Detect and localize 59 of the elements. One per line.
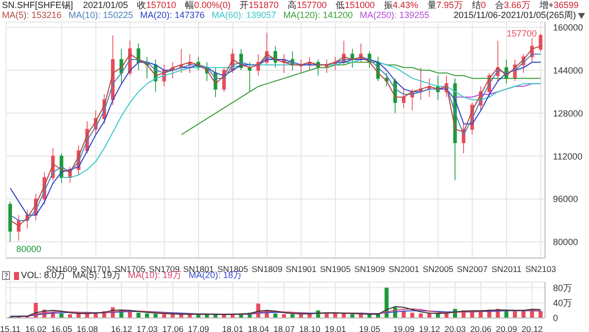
text: 量7.95万 [427,0,463,10]
text: MA(60): 139057 [212,10,276,21]
x-tick-label: 16.05 [50,324,73,332]
text: 高157700 [288,0,327,10]
text: 幅0.00%(0) [185,0,231,10]
text: 增+36599 [539,0,579,10]
y-tick-label: 128000 [553,108,584,118]
x-tick-label: SN2007 [456,264,488,274]
text: MA(20): 147376 [140,10,205,21]
x-tick-label: 19.12 [418,324,440,332]
text: 结0 [472,0,486,10]
y-tick-label: 112000 [553,151,582,162]
x-tick-label: 19.01 [324,324,346,332]
x-tick-label: 18.10 [299,324,321,332]
text: 收157010 [137,0,176,10]
text: MA(10): 150225 [68,10,134,21]
text: 合3.66万 [494,0,530,10]
y-tick-label: 80000 [553,237,578,248]
x-tick-label: 16.08 [76,324,98,332]
x-tick-label: 19.05 [358,324,381,332]
y-tick-label: 80万 [553,282,572,293]
x-tick-label: 16.02 [25,324,47,332]
text: MA(120): 141200 [283,10,353,21]
x-tick-label: SN1809 [252,264,283,274]
y-tick-label: 0 [553,313,558,324]
x-tick-label: 17.06 [162,324,184,332]
x-tick-label: 18.04 [248,324,270,332]
chart-title: SN.SHF[SHFE锡] [2,0,74,10]
x-tick-label: SN2001 [388,264,420,274]
x-tick-label: SN2005 [422,264,454,274]
x-tick-label: 17.03 [136,324,158,332]
text: 开151870 [240,0,279,10]
y-tick-label: 160000 [553,22,584,33]
annotation: 157700 [506,28,537,39]
x-tick-label: 20.09 [496,324,518,332]
x-tick-label: 20.03 [444,324,466,332]
y-tick-label: 144000 [553,65,584,76]
y-tick-label: 96000 [553,194,578,204]
annotation: 80000 [16,244,42,254]
x-tick-label: 15.11 [0,324,21,332]
x-tick-label: 18.07 [273,324,295,332]
x-tick-label: 16.12 [110,324,132,332]
text: 2021/01/05 [83,0,128,10]
x-tick-label: 17.09 [188,324,210,332]
x-tick-label: SN1909 [354,264,386,274]
x-tick-label: 19.09 [393,324,415,332]
x-tick-label: 20.06 [470,324,492,332]
x-tick-label: 20.12 [522,324,544,332]
x-tick-label: SN2103 [525,264,556,274]
x-tick-label: SN2011 [491,264,522,274]
text: 2015/11/06-2021/01/05(265周) [454,10,576,21]
x-tick-label: SN1905 [320,264,352,274]
text: 振4.43% [384,0,418,10]
y-tick-label: 40万 [553,298,572,308]
text: MA(250): 139255 [360,10,430,21]
x-tick-label: 18.01 [222,324,244,332]
text: 低151000 [336,0,375,10]
text: MA(5): 153216 [2,10,62,21]
x-tick-label: SN1901 [286,264,317,274]
